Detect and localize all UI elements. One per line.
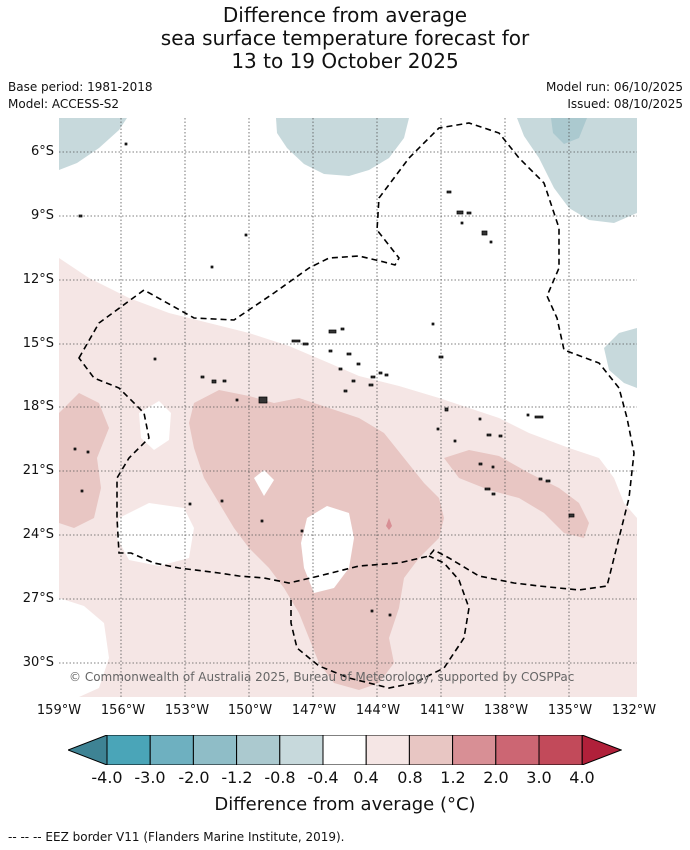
eez-border-west xyxy=(78,122,635,591)
warm-anomaly-west xyxy=(59,393,109,528)
title-line-2: sea surface temperature forecast for xyxy=(160,26,530,50)
warm-anomaly-east xyxy=(444,450,589,538)
colorbar-label: -4.0 xyxy=(91,768,123,787)
lon-tick: 138°W xyxy=(483,703,529,718)
colorbar-segment xyxy=(279,735,324,765)
colorbar-label: 0.8 xyxy=(397,768,423,787)
model-run: Model run: 06/10/2025 xyxy=(545,80,683,94)
cool-anomaly-northeast-darker xyxy=(551,118,587,144)
colorbar-segment xyxy=(236,735,281,765)
colorbar-segment xyxy=(452,735,497,765)
islands xyxy=(73,142,575,617)
lat-tick: 21°S xyxy=(22,463,54,478)
cool-anomaly-east xyxy=(604,328,637,388)
colorbar-label: 2.0 xyxy=(483,768,509,787)
neutral-hole-central xyxy=(301,506,354,593)
warm-anomaly-small-dot xyxy=(386,518,392,530)
colorbar-segment xyxy=(192,735,238,765)
cool-anomaly-northeast xyxy=(517,118,637,223)
neutral-hole-west xyxy=(139,401,171,450)
colorbar-segment xyxy=(149,735,194,765)
colorbar-segment xyxy=(495,735,540,765)
colorbar-label: -2.0 xyxy=(178,768,210,787)
colorbar-segment xyxy=(408,735,454,765)
cool-anomaly-northwest xyxy=(59,118,127,170)
colorbar-segment xyxy=(538,735,583,765)
neutral-hole-southwest xyxy=(117,503,194,566)
colorbar-label: 3.0 xyxy=(526,768,552,787)
lon-tick: 150°W xyxy=(227,703,273,718)
colorbar xyxy=(68,735,622,765)
lat-tick: 12°S xyxy=(22,272,54,287)
eez-footnote: -- -- -- EEZ border V11 (Flanders Marine… xyxy=(8,830,345,844)
cool-anomaly-north-center xyxy=(276,118,409,176)
colorbar-label: 0.4 xyxy=(353,768,379,787)
title-line-1: Difference from average xyxy=(222,3,468,27)
lat-tick: 24°S xyxy=(22,527,54,542)
lat-tick: 9°S xyxy=(30,208,54,223)
colorbar-segment xyxy=(322,735,367,765)
copyright-notice: © Commonwealth of Australia 2025, Bureau… xyxy=(69,670,575,684)
colorbar-label: 4.0 xyxy=(569,768,595,787)
colorbar-label: -0.4 xyxy=(307,768,339,787)
lon-tick: 156°W xyxy=(100,703,146,718)
base-period: Base period: 1981-2018 xyxy=(8,80,153,94)
lon-tick: 132°W xyxy=(611,703,657,718)
lat-tick: 27°S xyxy=(22,591,54,606)
title-line-3: 13 to 19 October 2025 xyxy=(231,49,459,73)
lon-tick: 147°W xyxy=(291,703,337,718)
colorbar-title: Difference from average (°C) xyxy=(214,794,476,815)
sst-anomaly-map xyxy=(59,118,637,697)
neutral-hole-small xyxy=(254,470,274,496)
colorbar-label: -1.2 xyxy=(221,768,253,787)
colorbar-segment xyxy=(581,735,622,765)
lat-tick: 30°S xyxy=(22,655,54,670)
colorbar-label: 1.2 xyxy=(440,768,466,787)
issued-date: Issued: 08/10/2025 xyxy=(567,97,683,111)
lon-tick: 159°W xyxy=(36,703,82,718)
lon-tick: 135°W xyxy=(547,703,593,718)
colorbar-label: -3.0 xyxy=(134,768,166,787)
eez-border-south xyxy=(290,555,470,689)
lon-tick: 141°W xyxy=(419,703,465,718)
lat-tick: 6°S xyxy=(30,144,54,159)
lat-tick: 15°S xyxy=(22,336,54,351)
lon-tick: 153°W xyxy=(164,703,210,718)
colorbar-segment xyxy=(106,735,151,765)
colorbar-segment xyxy=(365,735,410,765)
model-name: Model: ACCESS-S2 xyxy=(8,97,120,111)
lat-tick: 18°S xyxy=(22,399,54,414)
colorbar-label: -0.8 xyxy=(264,768,296,787)
neutral-hole-south xyxy=(59,598,109,697)
lon-tick: 144°W xyxy=(355,703,401,718)
colorbar-segment xyxy=(68,735,108,765)
